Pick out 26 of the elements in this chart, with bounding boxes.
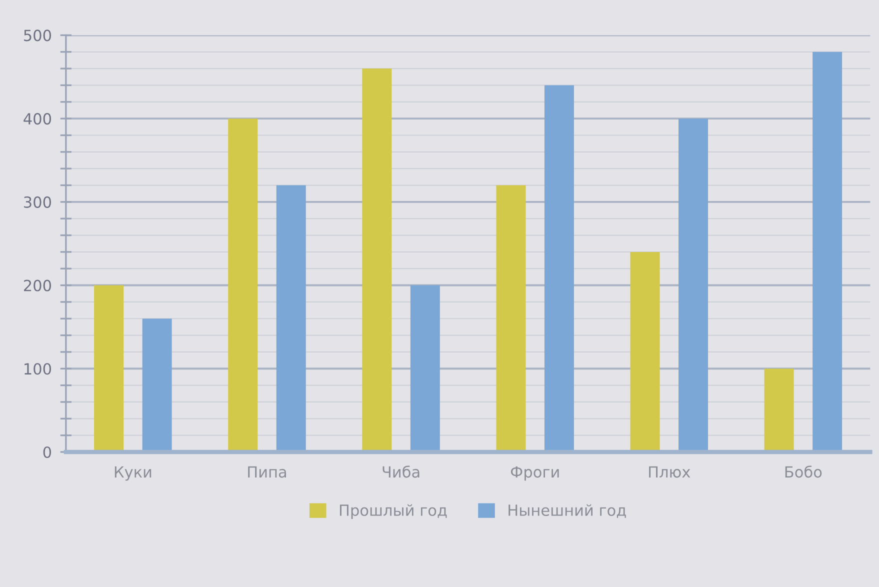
y-tick-label: 400 — [24, 113, 52, 125]
bar — [142, 318, 172, 452]
bar — [94, 285, 124, 452]
y-tick-label: 300 — [24, 196, 52, 208]
x-tick-label: Куки — [114, 466, 152, 481]
x-tick-label: Бобо — [785, 466, 822, 478]
bar — [812, 52, 842, 452]
y-tick-label: 500 — [24, 30, 52, 42]
x-tick-label: Фроги — [510, 466, 559, 481]
bar — [630, 252, 660, 452]
bar — [496, 185, 526, 452]
bar — [764, 368, 794, 452]
x-tick-label: Плюх — [649, 466, 690, 478]
x-tick-label: Чиба — [382, 466, 420, 478]
bar — [544, 85, 574, 452]
legend-label: Прошлый год — [340, 504, 447, 519]
x-tick-label: Пипа — [248, 466, 286, 478]
bar — [410, 285, 440, 452]
y-tick-label: 200 — [24, 280, 52, 292]
bar — [228, 118, 258, 452]
bar — [678, 118, 708, 452]
bar — [362, 68, 392, 452]
y-tick-label: 100 — [24, 363, 52, 375]
y-tick-label: 0 — [43, 446, 52, 458]
legend-label: Нынешний год — [508, 504, 626, 518]
bar — [276, 185, 306, 452]
